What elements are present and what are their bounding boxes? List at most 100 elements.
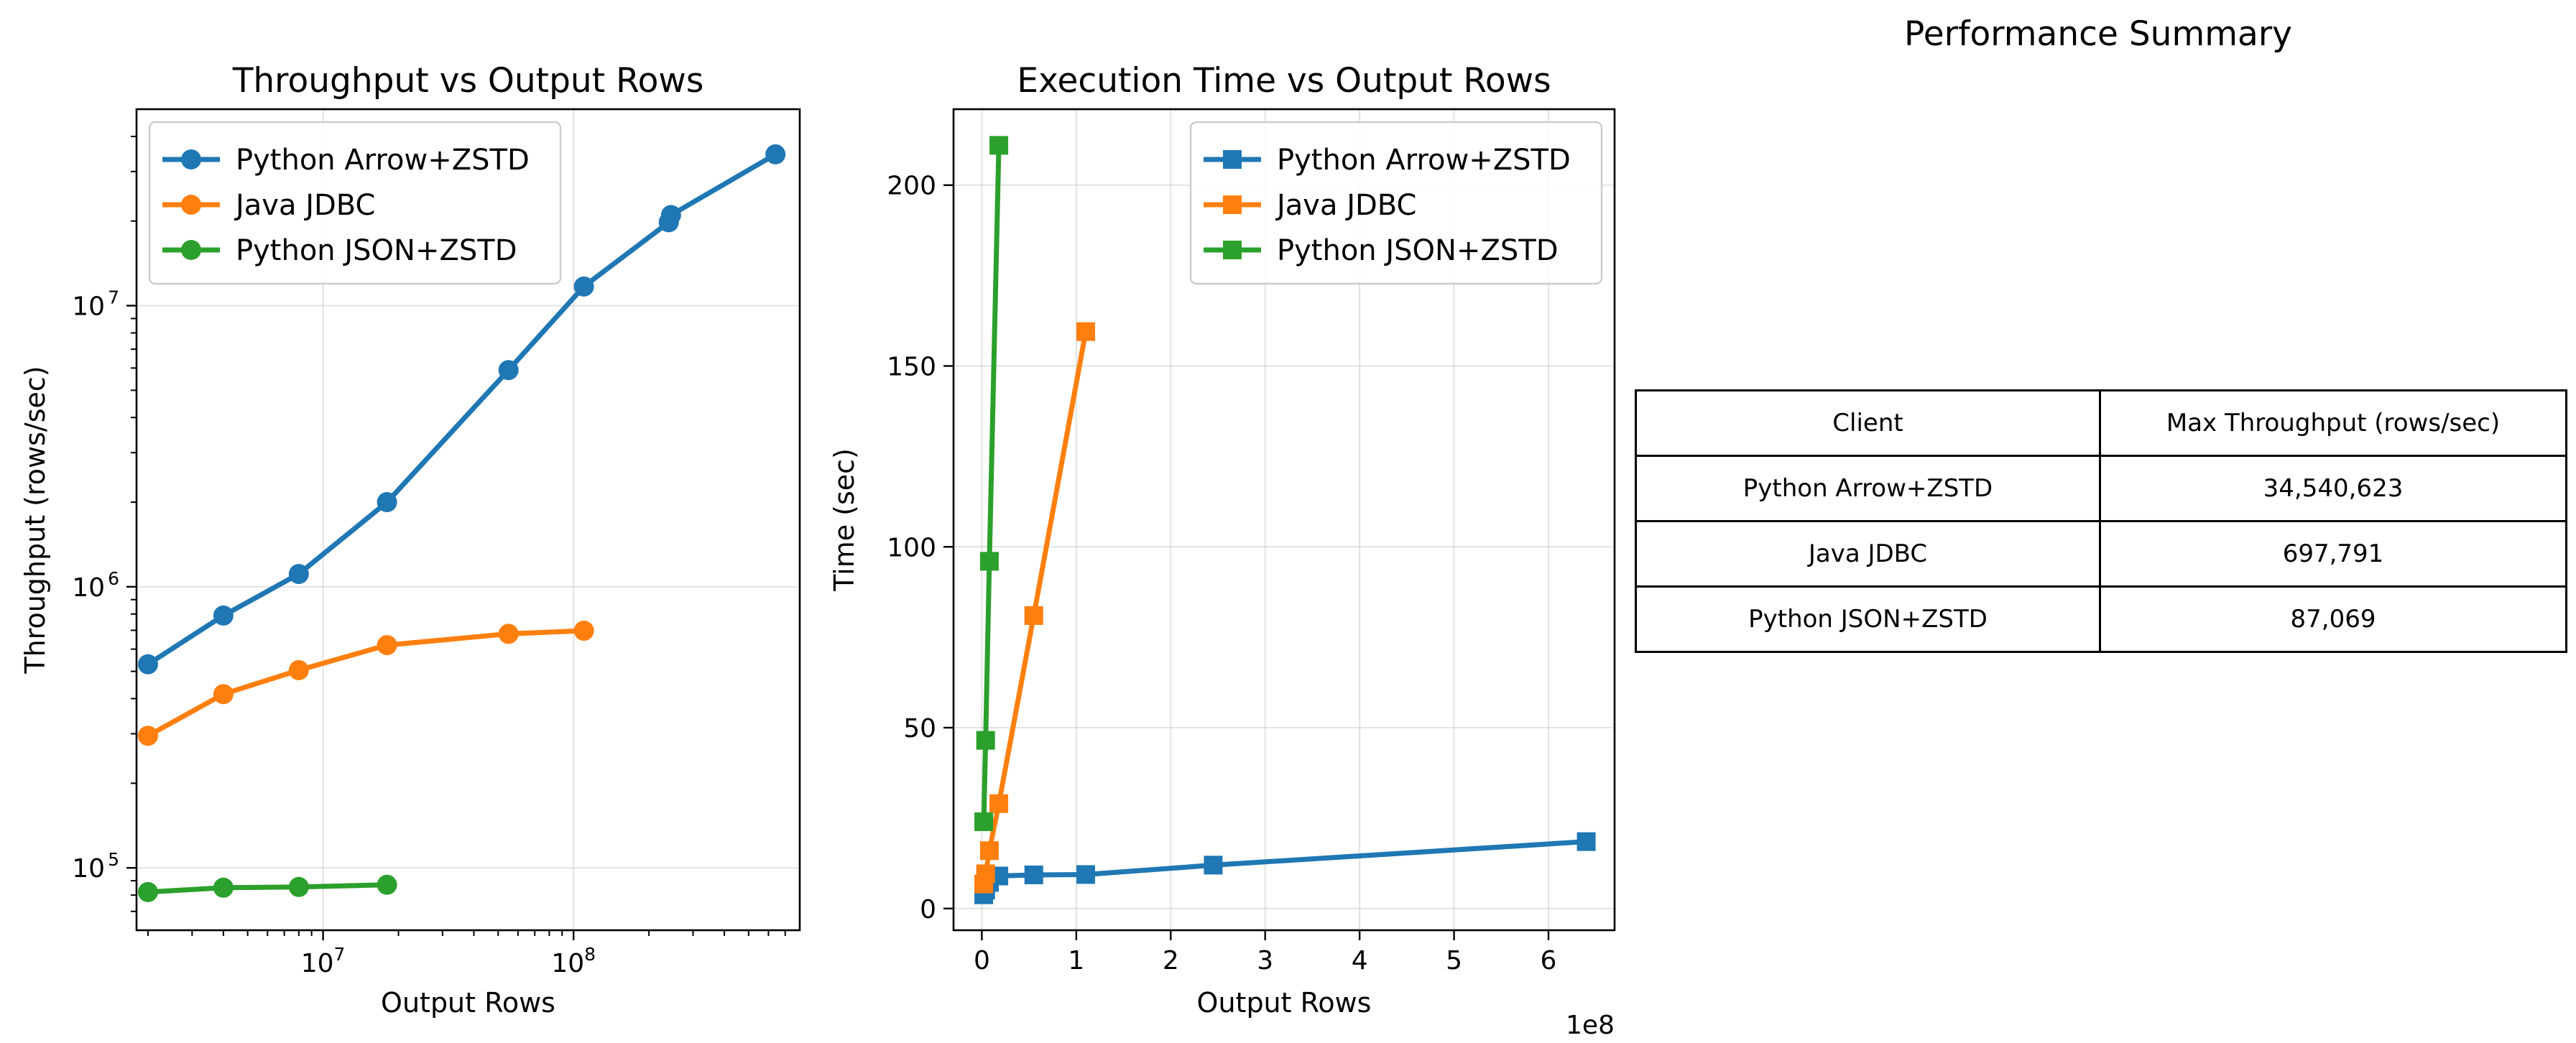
y-tick-label: 100	[887, 533, 936, 562]
y-tick-label: 200	[887, 172, 936, 201]
summary-table: Client Max Throughput (rows/sec) Python …	[1635, 389, 2567, 653]
legend-label: Java JDBC	[1275, 189, 1416, 222]
series-line	[144, 628, 587, 740]
data-point	[979, 841, 999, 861]
legend-label: Python Arrow+ZSTD	[1277, 144, 1571, 177]
y-tick-label: 50	[903, 714, 936, 743]
plot-frame	[952, 108, 1616, 932]
chart-title: Execution Time vs Output Rows	[1017, 61, 1551, 101]
data-point	[1024, 606, 1043, 625]
legend-label: Python JSON+ZSTD	[1277, 234, 1559, 267]
data-point	[573, 276, 594, 297]
y-tick-label: 10 5	[72, 849, 119, 884]
legend-label: Java JDBC	[234, 189, 375, 222]
legend-marker	[181, 195, 201, 215]
legend-marker	[1223, 241, 1242, 259]
data-point	[1204, 856, 1223, 875]
cell-client: Java JDBC	[1635, 520, 2101, 588]
data-point	[498, 624, 519, 644]
legend-label: Python Arrow+ZSTD	[236, 144, 530, 177]
summary-row: Python Arrow+ZSTD 34,540,623	[1635, 455, 2567, 522]
legend: Python Arrow+ZSTD Java JDBC Python JSON+ZS…	[148, 121, 562, 285]
x-tick-label: 3	[1257, 946, 1273, 975]
cell-throughput: 87,069	[2099, 585, 2567, 653]
data-point	[1576, 832, 1596, 851]
cell-throughput: 34,540,623	[2099, 455, 2567, 522]
chart-1: 0 1 2 3 4 5 6 0 50 100 150 200 Execution Time vs Out…	[828, 61, 1616, 1040]
legend: Python Arrow+ZSTD Java JDBC Python JSON+ZS…	[1189, 121, 1603, 285]
data-point	[1076, 322, 1095, 341]
series	[137, 621, 594, 746]
legend-marker	[181, 240, 201, 260]
y-tick-label: 10 7	[72, 287, 119, 322]
data-point	[137, 726, 158, 746]
x-tick-label: 0	[974, 946, 990, 975]
x-offset-text: 1e8	[1566, 1011, 1615, 1040]
data-point	[137, 654, 158, 675]
chart-title: Throughput vs Output Rows	[232, 61, 704, 101]
x-tick-label: 2	[1163, 946, 1179, 975]
data-point	[976, 864, 995, 884]
cell-client: Python Arrow+ZSTD	[1635, 455, 2101, 522]
data-point	[288, 659, 309, 680]
data-point	[989, 794, 1009, 813]
data-point	[377, 492, 397, 513]
data-point	[979, 552, 999, 571]
header-client: Client	[1635, 389, 2101, 457]
series-line	[980, 838, 1589, 899]
x-axis-label: Output Rows	[1197, 987, 1372, 1019]
series-line	[981, 142, 1002, 825]
y-tick-label: 150	[887, 353, 936, 382]
y-axis-label: Throughput (rows/sec)	[19, 366, 51, 674]
series	[974, 136, 1009, 831]
series	[137, 874, 397, 902]
data-point	[213, 684, 234, 705]
x-tick-label: 108	[551, 944, 596, 978]
x-tick-label: 107	[301, 944, 346, 978]
x-tick-label: 4	[1352, 946, 1368, 975]
data-point	[976, 731, 995, 750]
data-point	[989, 136, 1009, 155]
data-point	[377, 635, 397, 656]
data-point	[765, 144, 786, 164]
series	[137, 144, 786, 675]
x-axis-label: Output Rows	[381, 987, 555, 1019]
series	[974, 832, 1596, 904]
data-point	[573, 621, 594, 641]
summary-row: Python JSON+ZSTD 87,069	[1635, 585, 2567, 653]
y-axis-label: Time (sec)	[828, 448, 860, 592]
x-tick-label: 6	[1541, 946, 1557, 975]
x-tick-label: 5	[1446, 946, 1462, 975]
data-point	[213, 877, 234, 898]
data-point	[660, 205, 681, 226]
data-point	[377, 874, 397, 895]
x-tick-label: 1	[1068, 946, 1084, 975]
plot-frame	[135, 108, 801, 932]
cell-throughput: 697,791	[2099, 520, 2567, 588]
y-tick-label: 10 6	[72, 568, 119, 603]
legend-marker	[1223, 150, 1242, 169]
data-point	[1024, 865, 1043, 884]
legend-label: Python JSON+ZSTD	[236, 234, 517, 267]
series	[974, 322, 1095, 894]
data-point	[1076, 865, 1095, 884]
legend-marker	[1223, 195, 1242, 214]
series-line	[145, 882, 390, 895]
y-tick-label: 0	[920, 895, 936, 924]
data-point	[213, 605, 234, 626]
header-max-throughput: Max Throughput (rows/sec)	[2099, 389, 2567, 457]
summary-title: Performance Summary	[1904, 14, 2292, 54]
summary-header-row: Client Max Throughput (rows/sec)	[1635, 389, 2567, 457]
legend-box	[148, 121, 562, 285]
data-point	[498, 360, 519, 381]
data-point	[288, 564, 309, 585]
cell-client: Python JSON+ZSTD	[1635, 585, 2101, 653]
data-point	[288, 876, 309, 897]
data-point	[137, 881, 158, 902]
summary-row: Java JDBC 697,791	[1635, 520, 2567, 588]
legend-marker	[181, 149, 201, 170]
data-point	[974, 812, 994, 831]
legend-box	[1189, 121, 1603, 285]
